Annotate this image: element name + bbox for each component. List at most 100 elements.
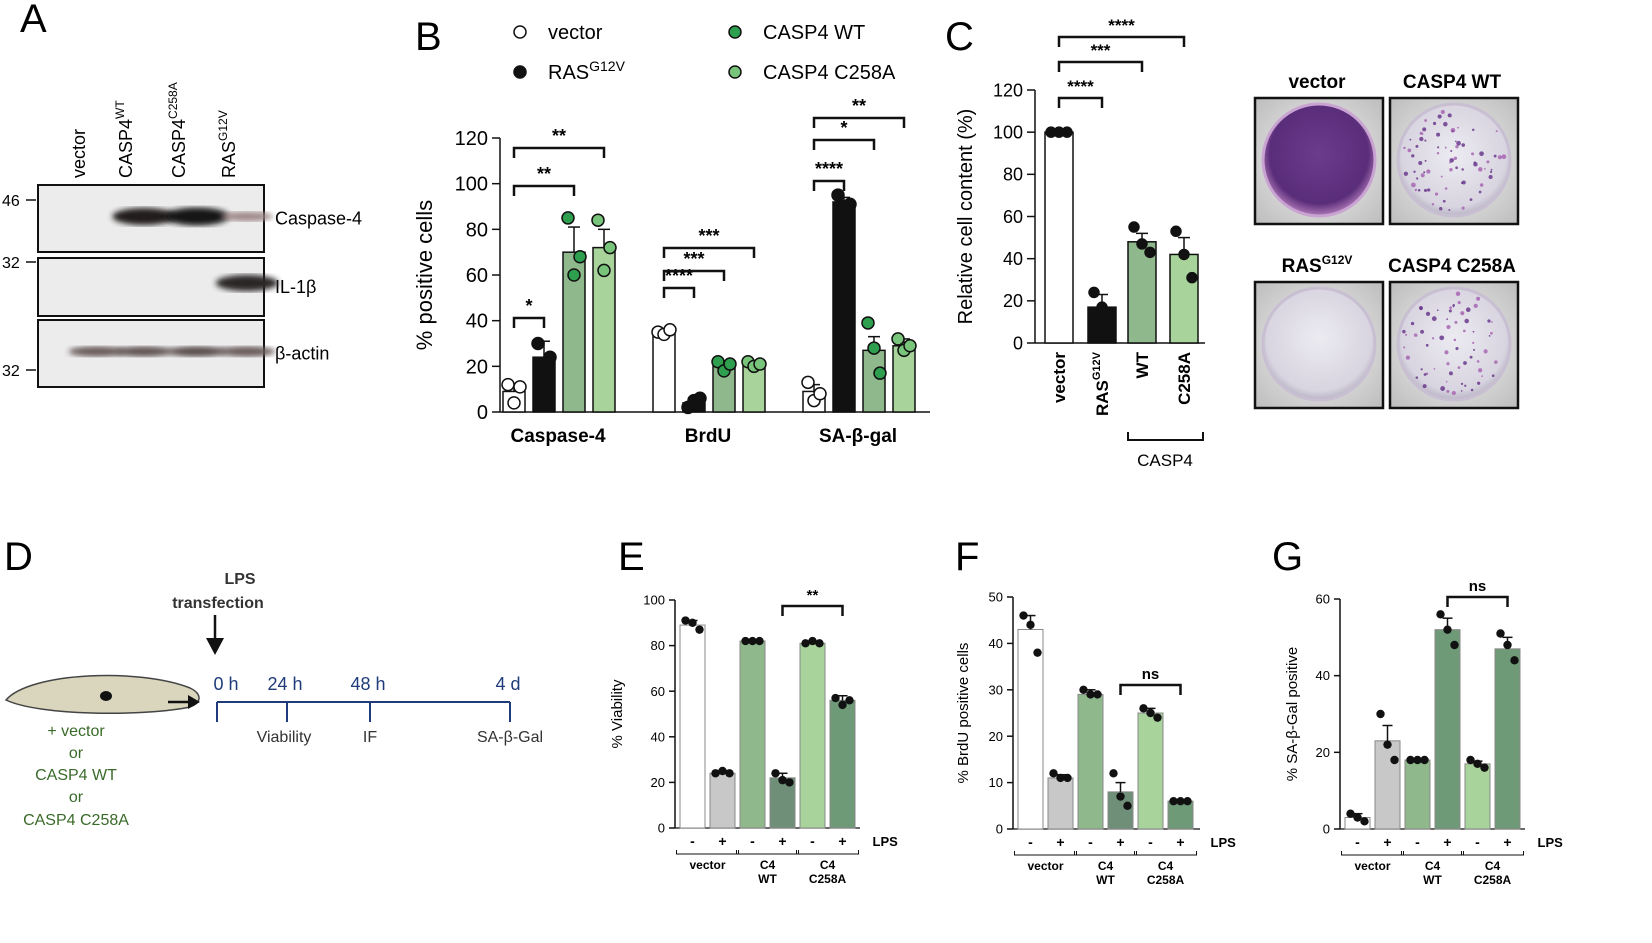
- colony: [1426, 188, 1431, 192]
- colony: [1451, 130, 1454, 133]
- panel-letter-a: A: [20, 0, 47, 41]
- data-point: [771, 769, 780, 778]
- data-point: [831, 188, 845, 202]
- data-point: [663, 323, 677, 337]
- data-point: [1139, 704, 1148, 713]
- colony: [1446, 325, 1451, 330]
- data-point: [1088, 286, 1100, 299]
- colony: [1455, 140, 1457, 143]
- y-tick-label: 120: [993, 80, 1023, 100]
- data-point: [1146, 708, 1155, 718]
- legend-marker: [728, 65, 742, 79]
- colony: [1431, 337, 1435, 340]
- colony: [1481, 375, 1484, 378]
- significance-bracket: [662, 246, 756, 258]
- cell-nucleus: [100, 691, 112, 701]
- colony: [1479, 151, 1484, 157]
- significance-bracket: [1057, 60, 1144, 72]
- y-tick-label: 80: [466, 219, 488, 241]
- colony: [1490, 331, 1493, 335]
- significance-bracket: [812, 138, 876, 150]
- blot-label: IL-1β: [275, 277, 316, 297]
- condition-label: or: [69, 745, 84, 762]
- significance-label: **: [552, 126, 566, 146]
- panel-f: F 0 10 20 30 40 50 % BrdU positive cells - + - + - +…: [955, 535, 1236, 887]
- condition-label: CASP4 C258A: [23, 812, 129, 829]
- data-point: [1466, 755, 1475, 765]
- legend-marker: [513, 65, 527, 79]
- lane-label-group: CASP4C258A: [166, 82, 189, 178]
- chart-g: 0 20 40 60 % SA-β-Gal positive - + - + - + LPS vecto…: [1284, 578, 1563, 887]
- significance-label: **: [852, 96, 866, 116]
- significance-bracket: [512, 316, 546, 328]
- timepoint-label: 0 h: [213, 674, 238, 694]
- colony: [1442, 199, 1446, 203]
- bar: [1047, 777, 1074, 830]
- colony: [1418, 161, 1423, 166]
- group-bracket: [736, 850, 799, 855]
- data-point: [1480, 763, 1489, 772]
- significance-label: *: [840, 118, 847, 138]
- data-point: [693, 391, 707, 406]
- colony: [1419, 136, 1424, 142]
- lane-labels: vector CASP4WT CASP4C258A RASG12V: [69, 82, 239, 178]
- significance-bracket: [662, 269, 726, 281]
- significance-bracket: [1446, 595, 1509, 607]
- data-point: [748, 636, 757, 646]
- colony: [1477, 381, 1481, 385]
- colony: [1470, 388, 1474, 392]
- colony: [1461, 143, 1466, 147]
- colony: [1490, 168, 1493, 171]
- colony: [1420, 368, 1423, 371]
- colony: [1423, 188, 1428, 192]
- y-tick-label: 80: [1003, 165, 1023, 185]
- significance-label: ****: [665, 266, 693, 286]
- data-point: [843, 197, 857, 211]
- data-point: [1144, 246, 1156, 259]
- data-point: [1026, 620, 1035, 630]
- colony: [1416, 177, 1419, 180]
- y-axis-label: % BrdU positive cells: [955, 643, 972, 784]
- data-point: [1183, 796, 1192, 806]
- lps-sign: +: [1503, 834, 1511, 850]
- colony: [1419, 306, 1423, 311]
- blot-label: Caspase-4: [275, 209, 362, 229]
- assay-label: IF: [363, 729, 377, 746]
- colony: [1426, 169, 1431, 174]
- significance-bracket: [512, 184, 576, 196]
- lps-sign: +: [1056, 834, 1064, 850]
- bar: [1464, 763, 1491, 830]
- colony: [1487, 319, 1491, 323]
- dish-label: CASP4 C258A: [1388, 256, 1516, 277]
- colony: [1493, 154, 1497, 158]
- colony: [1460, 311, 1465, 316]
- lane-label-group: CASP4WT: [113, 100, 136, 178]
- data-point: [808, 636, 817, 646]
- y-tick-label: 40: [466, 311, 488, 333]
- colony: [1417, 189, 1421, 192]
- data-point: [813, 386, 827, 401]
- x-category-label: Caspase-4: [510, 426, 605, 447]
- group-label: vector: [1027, 859, 1063, 873]
- lps-label: LPS: [224, 571, 255, 588]
- panel-letter-g: G: [1272, 535, 1303, 579]
- legend-label: RASG12V: [548, 58, 626, 84]
- chart-b: 0 20 40 60 80 100 120 % positive cells Caspase-4…: [412, 96, 930, 447]
- bar: [1169, 253, 1199, 344]
- dish-plate: [1396, 286, 1512, 402]
- data-point: [681, 616, 690, 625]
- y-axis-label: % positive cells: [412, 200, 437, 350]
- significance-label: **: [807, 587, 819, 604]
- colony: [1449, 306, 1452, 310]
- group-label: vector: [1354, 859, 1390, 873]
- data-point: [567, 268, 581, 282]
- lps-axis-label: LPS: [1211, 835, 1237, 850]
- colony: [1403, 171, 1409, 176]
- assay-label: SA-β-Gal: [477, 729, 543, 746]
- lps-sign: -: [1028, 834, 1033, 850]
- colony: [1402, 329, 1406, 334]
- bar: [832, 201, 856, 413]
- group-bracket: [1401, 851, 1464, 856]
- colony: [1455, 346, 1459, 351]
- group-label: C258A: [809, 872, 847, 886]
